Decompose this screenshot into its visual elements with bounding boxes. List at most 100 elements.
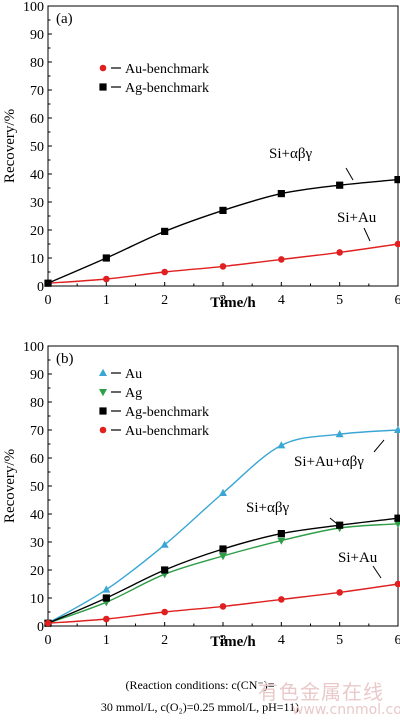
annotation-leader [345,167,354,181]
y-tick-label: 40 [30,508,44,523]
data-point [394,425,400,433]
series-annotation: Si+αβγ [246,500,289,516]
series-ag-benchmark [44,176,400,287]
legend-label: Ag-benchmark [125,405,209,420]
series-au [44,425,400,627]
y-tick-label: 100 [23,0,44,15]
data-point [219,263,227,270]
y-tick-label: 70 [30,84,44,99]
x-tick-label: 3 [220,293,227,308]
legend-marker [99,83,107,91]
data-point [394,580,400,588]
y-tick-label: 10 [30,252,44,267]
annotation-leader [329,517,343,529]
legend-label: Au-benchmark [125,62,209,77]
annotation-leader [363,227,371,242]
data-point [277,190,285,198]
legend-marker [99,368,107,376]
legend-marker [99,389,107,397]
data-point [44,619,52,627]
y-tick-label: 10 [30,592,44,607]
data-point [102,594,110,602]
data-point [336,521,344,529]
data-point [394,240,400,248]
caption-line-1: (Reaction conditions: c(CN⁻)= [125,678,275,692]
chart-panel-b: 0 10 20 30 40 50 60 70 80 90 100 0 1 2 3 4 5 6 Time/h Recov… [2,340,400,650]
data-point [161,268,168,276]
series-annotation: Si+Au+αβγ [294,454,364,470]
series-au-benchmark [44,240,400,287]
legend-marker [99,64,107,72]
panel-label: (a) [56,11,73,27]
data-point [336,589,343,596]
data-point [219,553,227,561]
x-tick-label: 2 [161,633,168,648]
panel-label: (b) [56,351,74,367]
legend-entry: Ag-benchmark [99,405,209,420]
y-tick-label: 0 [37,280,44,295]
y-tick-label: 70 [30,424,44,439]
data-point [336,249,343,256]
x-axis-label: Time/h [210,634,256,650]
data-point [394,520,400,528]
x-tick-label: 1 [103,633,110,648]
legend-entry: Ag [99,386,142,401]
y-tick-label: 90 [30,28,44,43]
plot-frame [47,345,399,627]
legend-label: Au [125,367,142,382]
y-tick-label: 80 [30,396,44,411]
x-tick-label: 0 [45,293,52,308]
x-tick-label: 1 [103,293,110,308]
y-axis-label: Recovery/% [2,109,18,183]
legend-entry: Au [99,367,142,382]
legend-label: Au-benchmark [125,424,209,439]
data-point [219,206,227,214]
series-ag [44,520,400,628]
caption-line-2: 30 mmol/L, c(O₂)=0.25 mmol/L, pH=11) [100,700,300,714]
chart-panel-a: 0 10 20 30 40 50 60 70 80 90 100 0 1 2 3 4 5 6 Time/h Recov… [2,0,400,311]
data-point [335,430,344,438]
legend-label: Ag [125,386,142,401]
data-point [161,566,169,574]
annotation-leader [372,565,382,579]
x-tick-label: 6 [395,633,400,648]
data-point [336,181,344,189]
series-annotation: Si+Au [338,550,378,566]
y-tick-label: 30 [30,536,44,551]
data-point [219,545,227,553]
data-point [161,227,169,235]
plot-frame [47,5,399,287]
legend-entry: Au-benchmark [99,424,209,439]
data-point [103,275,110,283]
legend-label: Ag-benchmark [125,81,209,96]
legend-entry: Ag-benchmark [99,81,209,96]
data-point [102,254,110,262]
y-tick-label: 60 [30,112,44,127]
y-tick-label: 90 [30,368,44,383]
data-point [219,603,227,610]
y-tick-label: 50 [30,140,44,155]
x-tick-label: 2 [161,293,168,308]
series-annotation: Si+αβγ [269,146,312,162]
y-tick-label: 30 [30,196,44,211]
annotation-leader [373,439,385,453]
x-tick-label: 5 [336,633,343,648]
data-point [44,279,52,287]
y-tick-label: 100 [23,340,44,355]
series-au-benchmark [44,580,400,627]
y-tick-label: 80 [30,56,44,71]
legend-marker [99,426,107,434]
data-point [278,596,285,603]
y-axis-label: Recovery/% [2,449,18,523]
watermark-text: 有色金属在线 [258,680,384,704]
x-tick-label: 5 [336,293,343,308]
data-point [160,540,169,548]
watermark-url: www.cnnmol.com [292,702,400,718]
x-tick-label: 6 [395,293,400,308]
y-tick-label: 60 [30,452,44,467]
data-point [102,585,111,593]
series-ag-benchmark [44,514,400,627]
data-point [277,537,286,545]
legend-entry: Au-benchmark [99,62,209,77]
